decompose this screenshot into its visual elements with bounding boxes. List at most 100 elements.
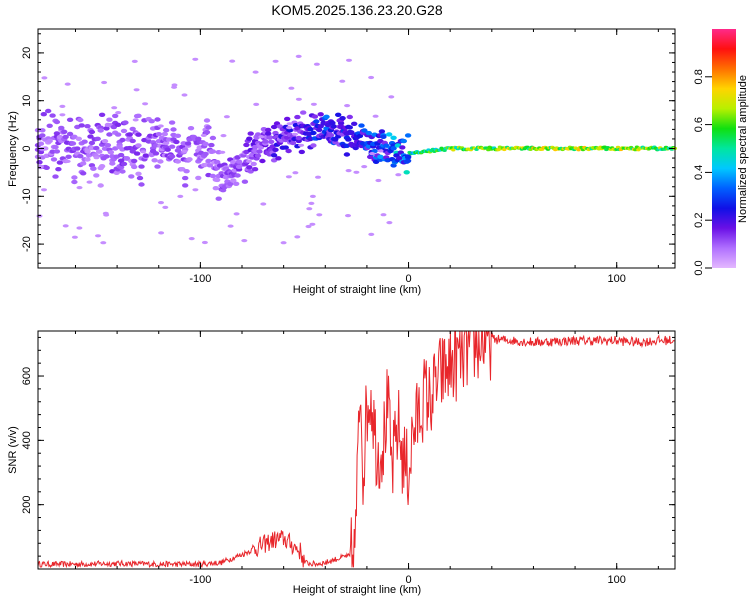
spectrogram-cell	[256, 149, 263, 154]
spectrogram-cell	[168, 154, 176, 159]
spectrogram-cell	[43, 165, 50, 170]
spectrogram-cell	[138, 182, 145, 187]
spectrogram-cell	[181, 93, 188, 97]
spectrogram-cell	[260, 202, 267, 206]
spectrogram-cell	[390, 146, 397, 151]
spectrogram-cell	[60, 129, 68, 134]
spectrogram-cell	[380, 134, 387, 139]
spectrogram-cell	[74, 146, 81, 151]
spectrogram-cell	[300, 110, 307, 115]
spectrogram-y-tick-label: 10	[21, 95, 33, 107]
spectrogram-cell	[136, 175, 144, 181]
spectrogram-cell	[390, 135, 397, 140]
spectrogram-cell	[192, 57, 199, 61]
spectrogram-cell	[192, 188, 199, 192]
spectrogram-cell	[117, 158, 125, 163]
colorbar-tick-label: 0.8	[693, 69, 705, 84]
spectrogram-cell	[212, 186, 219, 191]
spectrogram-cell	[66, 117, 74, 123]
spectrogram-cell	[76, 186, 83, 190]
spectrogram-cell	[294, 235, 301, 239]
spectrogram-cell	[404, 158, 412, 163]
spectrogram-cell	[208, 142, 215, 148]
spectrogram-cell	[335, 112, 342, 118]
spectrogram-cell	[65, 154, 72, 159]
spectrogram-cell	[365, 130, 372, 136]
spectrogram-cell	[122, 120, 129, 125]
spectrogram-cell	[205, 158, 212, 164]
spectrogram-cell	[206, 163, 214, 168]
spectrogram-cell	[71, 235, 78, 239]
spectrogram-cell	[52, 144, 59, 150]
spectrogram-cell	[37, 141, 45, 146]
spectrogram-cell	[289, 140, 297, 146]
spectrogram-cell	[227, 181, 234, 187]
spectrogram-cell	[114, 122, 122, 128]
spectrogram-cell	[372, 114, 379, 118]
spectrogram-cell	[138, 164, 145, 169]
spectrogram-cell	[100, 241, 107, 245]
spectrogram-y-axis-label: Frequency (Hz)	[7, 111, 19, 187]
spectrogram-cell	[163, 140, 170, 146]
spectrogram-cell	[346, 125, 353, 130]
spectrogram-cell	[174, 133, 182, 138]
spectrogram-cell	[243, 142, 250, 148]
snr-frame	[37, 330, 676, 570]
spectrogram-cell	[200, 133, 207, 137]
spectrogram-cell	[246, 159, 252, 163]
spectrogram-cell	[183, 169, 190, 174]
spectrogram-cell	[97, 183, 104, 188]
spectrogram-cell	[209, 135, 217, 141]
spectrogram-cell	[132, 118, 139, 122]
snr-x-axis-label: Height of straight line (km)	[293, 584, 421, 596]
spectrogram-cell	[268, 139, 275, 144]
spectrogram-cell	[135, 171, 142, 176]
spectrogram-cell	[330, 124, 337, 129]
spectrogram-cell	[101, 80, 108, 85]
spectrogram-cell	[309, 194, 316, 198]
spectrogram-cell	[375, 178, 382, 183]
spectrogram-cell	[158, 201, 164, 205]
spectrogram-cell	[75, 136, 83, 141]
spectrogram-cell	[345, 137, 352, 142]
snr-x-tick-label: 0	[405, 574, 411, 586]
spectrogram-cell	[53, 131, 61, 136]
spectrogram-cell	[404, 154, 412, 159]
spectrogram-cell	[209, 173, 217, 179]
spectrogram-cell	[148, 119, 155, 124]
spectrogram-cell	[294, 126, 301, 131]
spectrogram-cell	[241, 179, 249, 184]
spectrogram-cell	[361, 165, 368, 169]
spectrogram-cell	[50, 157, 58, 162]
spectrogram-cell	[390, 163, 397, 168]
spectrogram-cell	[250, 161, 257, 167]
spectrogram-cell	[128, 174, 135, 179]
spectrogram-cell	[154, 164, 161, 169]
spectrogram-cell	[86, 180, 93, 184]
colorbar-tick-label: 0.0	[693, 260, 705, 275]
spectrogram-cell	[40, 112, 47, 117]
spectrogram-cell	[131, 59, 138, 64]
spectrogram-cell	[113, 170, 120, 175]
spectrogram-cell	[227, 224, 234, 228]
spectrogram-cell	[171, 85, 178, 89]
spectrogram-cell	[202, 151, 209, 157]
spectrogram-cell	[285, 175, 292, 179]
spectrogram-cell	[41, 188, 47, 192]
spectrogram-cell	[310, 143, 317, 148]
spectrogram-x-ticks: -100 0 100	[74, 29, 659, 285]
spectrogram-cell	[246, 165, 253, 170]
spectrogram-cell	[202, 141, 209, 147]
spectrogram-cell	[151, 158, 158, 163]
spectrogram-y-tick-label: 0	[21, 145, 33, 151]
spectrogram-cell	[80, 161, 87, 166]
spectrogram-cell	[203, 130, 211, 135]
spectrogram-cell	[184, 141, 192, 146]
spectrogram-cell	[90, 166, 97, 171]
spectrogram-cell	[55, 167, 62, 172]
spectrogram-cell	[351, 121, 358, 127]
spectrogram-cell	[187, 126, 195, 131]
spectrogram-cell	[88, 140, 96, 146]
spectrogram-cell	[339, 116, 346, 121]
spectrogram-cell	[294, 114, 301, 120]
